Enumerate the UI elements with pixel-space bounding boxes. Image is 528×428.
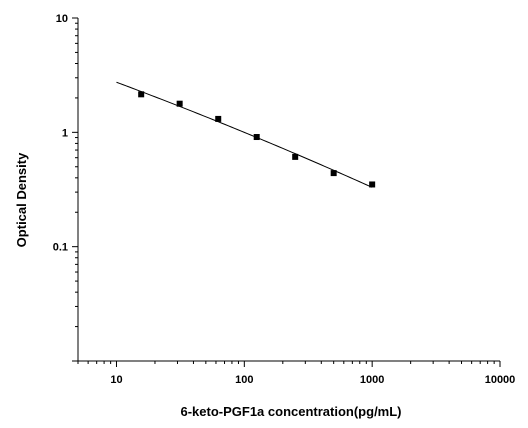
data-points — [138, 91, 376, 188]
x-tick-label: 1000 — [360, 374, 384, 386]
axes — [77, 18, 500, 362]
x-axis-title: 6-keto-PGF1a concentration(pg/mL) — [180, 404, 401, 419]
fit-curve-layer — [116, 81, 373, 188]
y-axis-title: Optical Density — [14, 152, 29, 247]
data-point — [138, 91, 145, 98]
data-point — [176, 100, 183, 107]
data-point — [369, 181, 376, 188]
data-point — [215, 115, 222, 122]
data-point — [253, 134, 260, 141]
data-point — [330, 170, 337, 177]
y-tick-label: 0.1 — [53, 242, 68, 254]
x-tick-label: 100 — [235, 374, 253, 386]
fit-curve — [116, 81, 373, 188]
axis-ticks: 10 100 1000 10000 0.1 1 10 — [53, 13, 516, 386]
x-tick-label: 10000 — [485, 374, 516, 386]
x-tick-label: 10 — [110, 374, 122, 386]
y-tick-label: 1 — [62, 127, 68, 139]
y-tick-label: 10 — [56, 13, 68, 25]
data-point — [292, 153, 299, 160]
